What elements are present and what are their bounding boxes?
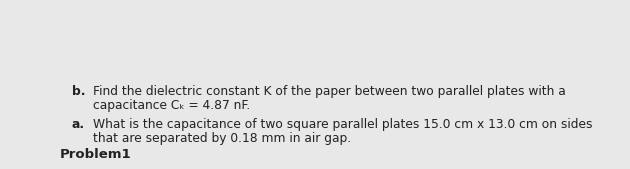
Text: a.: a.	[72, 118, 85, 131]
Text: b.: b.	[72, 85, 86, 98]
Text: that are separated by 0.18 mm in air gap.: that are separated by 0.18 mm in air gap…	[93, 132, 351, 145]
Text: What is the capacitance of two square parallel plates 15.0 cm x 13.0 cm on sides: What is the capacitance of two square pa…	[93, 118, 592, 131]
Text: Find the dielectric constant K of the paper between two parallel plates with a: Find the dielectric constant K of the pa…	[93, 85, 566, 98]
Text: capacitance Cₖ = 4.87 nF.: capacitance Cₖ = 4.87 nF.	[93, 99, 250, 112]
Text: Problem1: Problem1	[60, 148, 132, 161]
